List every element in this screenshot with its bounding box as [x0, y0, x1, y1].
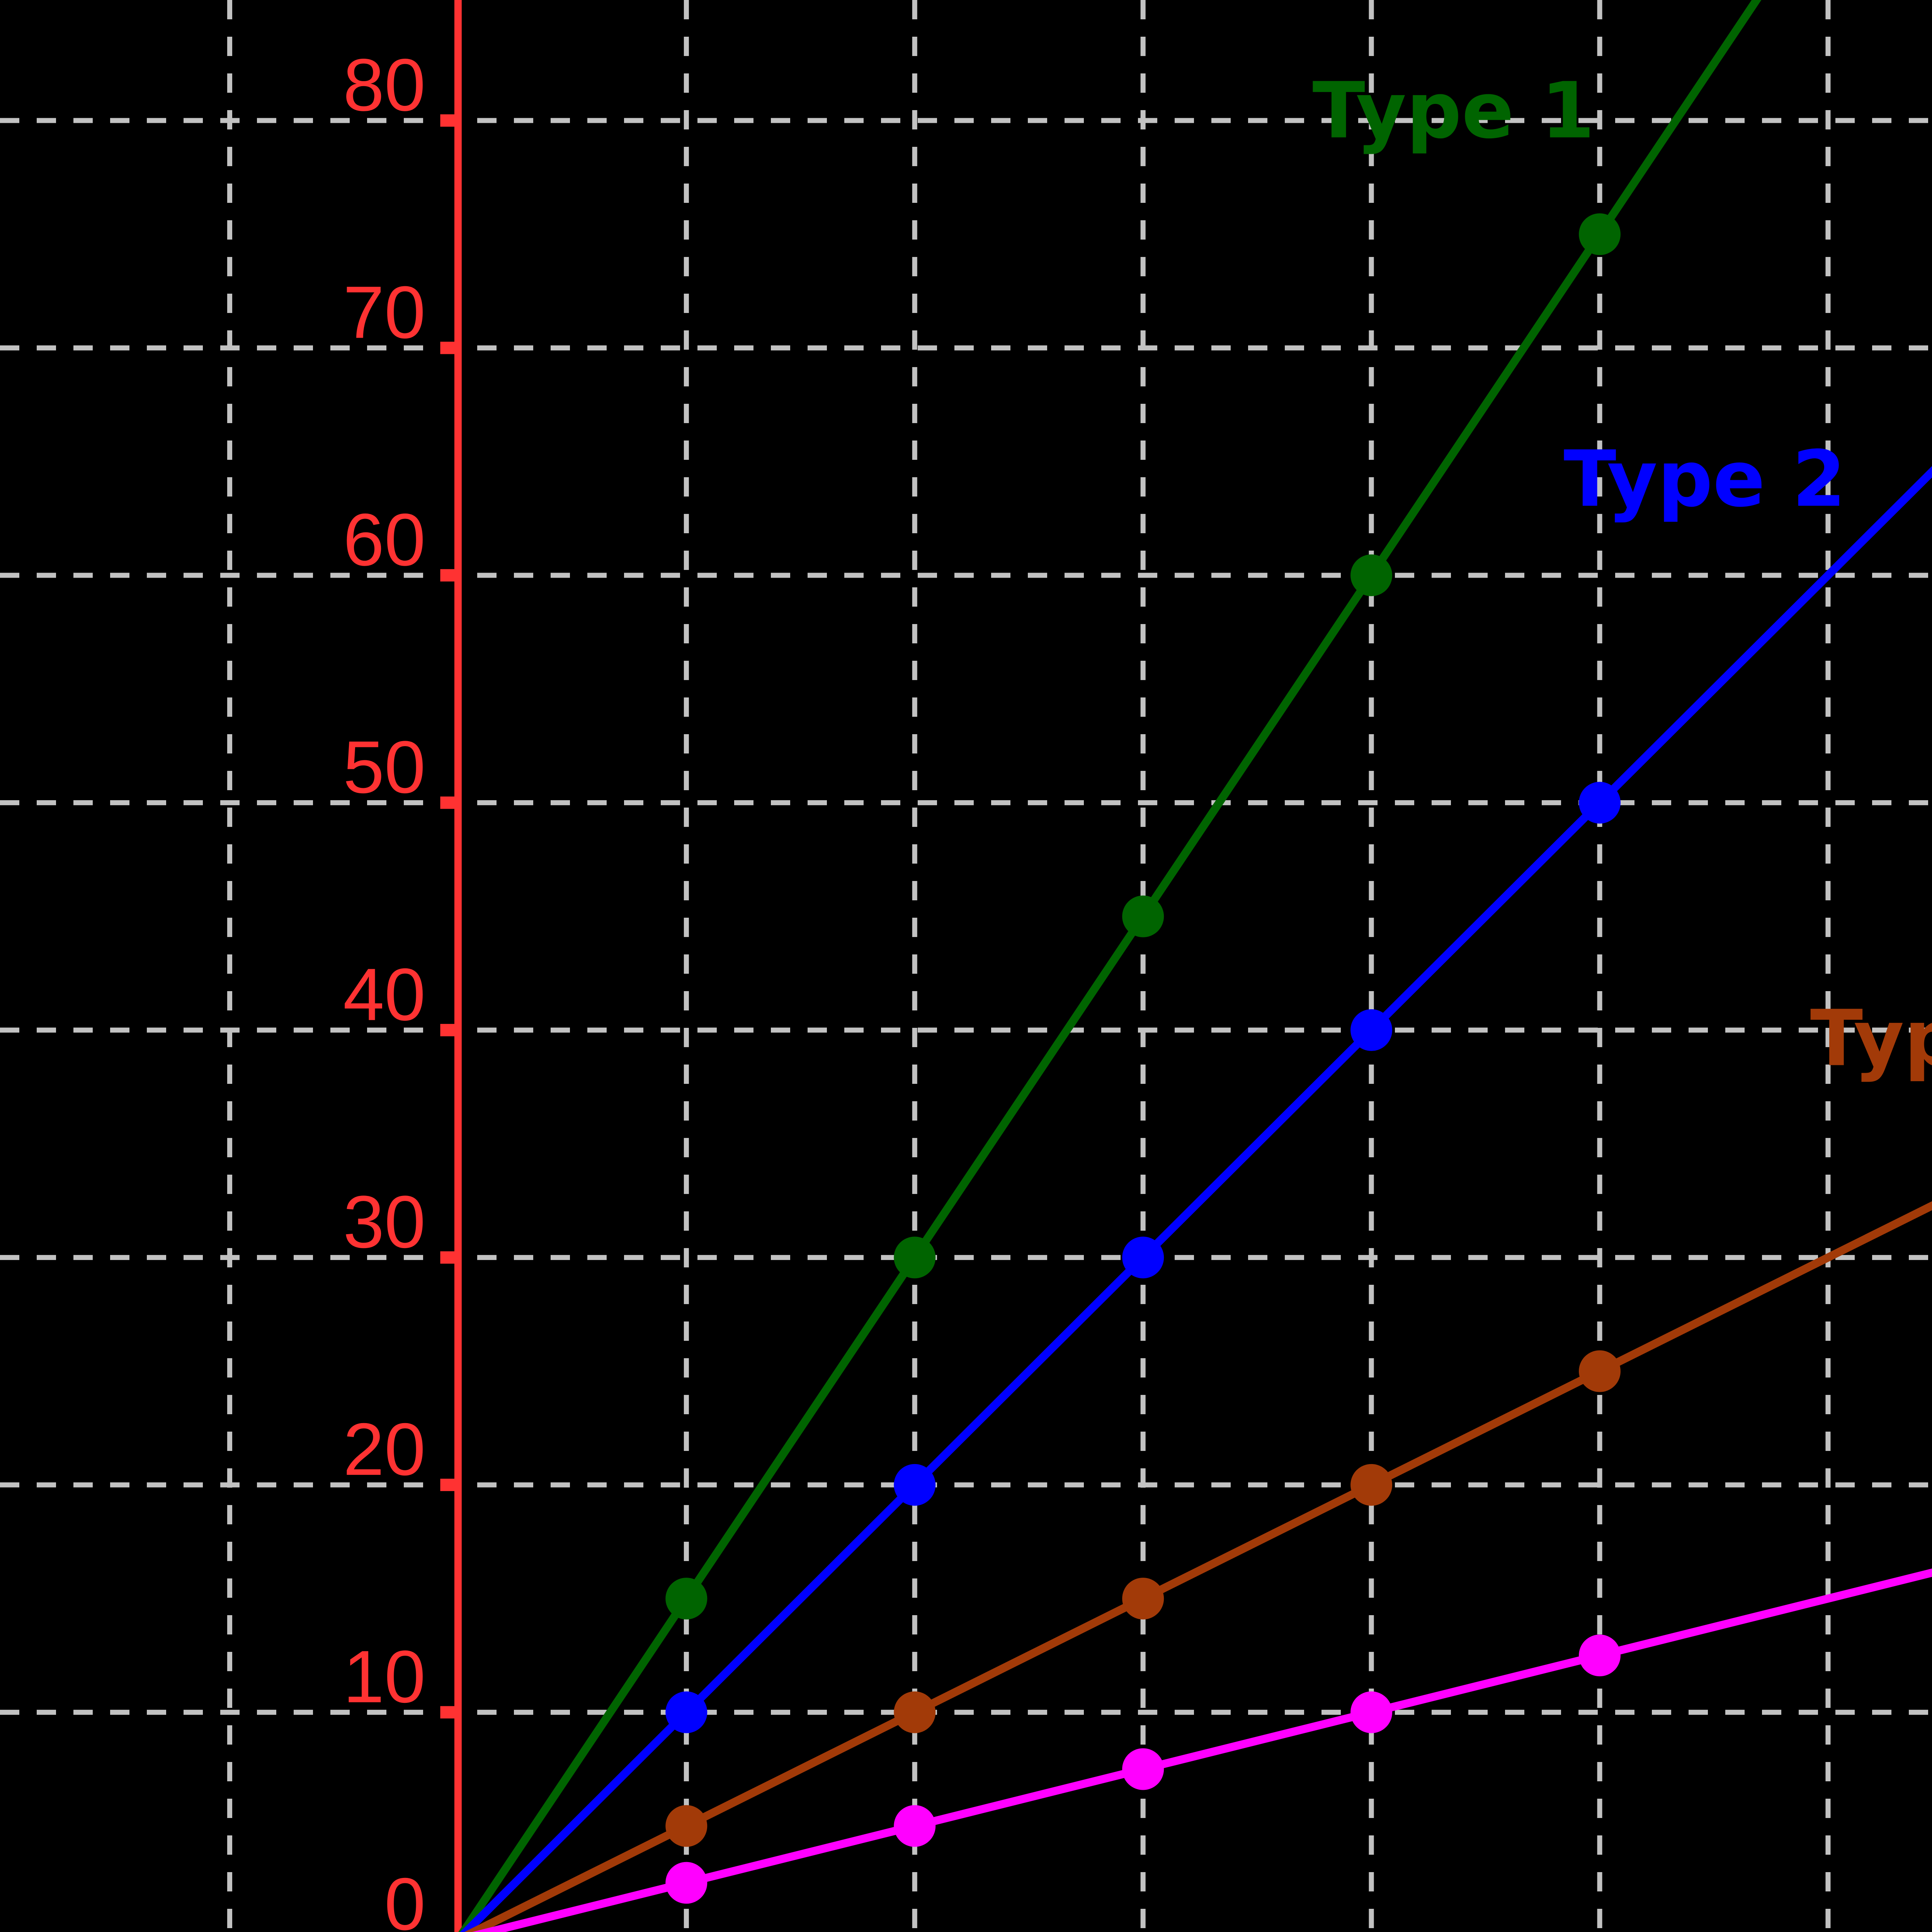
y-tick-label-10: 10 — [343, 1635, 426, 1718]
data-point-type-3-10 — [894, 1691, 936, 1733]
series-label-type-1: Type 1 — [1312, 66, 1595, 156]
data-point-type-3-20 — [1350, 1464, 1393, 1506]
data-point-type-2-10 — [894, 1464, 936, 1506]
data-point-type-4-15 — [1122, 1748, 1164, 1790]
data-point-type-4-5 — [665, 1862, 707, 1904]
data-point-type-3-25 — [1579, 1350, 1621, 1392]
data-point-type-2-5 — [665, 1691, 707, 1733]
y-tick-label-40: 40 — [343, 953, 426, 1036]
data-point-type-4-25 — [1579, 1634, 1621, 1677]
data-point-type-1-25 — [1579, 213, 1621, 255]
y-tick-label-70: 70 — [343, 270, 426, 354]
y-tick-label-20: 20 — [343, 1408, 426, 1491]
y-tick-label-60: 60 — [343, 498, 426, 581]
data-point-type-4-20 — [1350, 1691, 1393, 1733]
y-tick-label-30: 30 — [343, 1180, 426, 1263]
y-tick-label-0: 0 — [384, 1862, 426, 1932]
data-point-type-1-10 — [894, 1236, 936, 1279]
series-label-type-2: Type 2 — [1564, 434, 1846, 524]
y-tick-label-50: 50 — [343, 725, 426, 808]
series-type-4: Type 4 — [472, 1568, 1932, 1932]
series-line-type-3 — [464, 1201, 1932, 1932]
data-point-type-2-25 — [1579, 782, 1621, 824]
data-point-type-2-15 — [1122, 1236, 1164, 1279]
data-point-type-3-5 — [665, 1805, 707, 1847]
series-line-type-4 — [472, 1568, 1932, 1932]
data-point-type-3-15 — [1122, 1578, 1164, 1620]
data-point-type-1-15 — [1122, 895, 1164, 937]
data-point-type-1-20 — [1350, 554, 1393, 596]
series-type-3: Type 3 — [464, 994, 1932, 1932]
series-label-type-3: Type 3 — [1810, 994, 1932, 1084]
data-point-type-4-10 — [894, 1805, 936, 1847]
y-tick-label-80: 80 — [343, 43, 426, 126]
data-point-type-2-20 — [1350, 1009, 1393, 1051]
data-point-type-1-5 — [665, 1578, 707, 1620]
